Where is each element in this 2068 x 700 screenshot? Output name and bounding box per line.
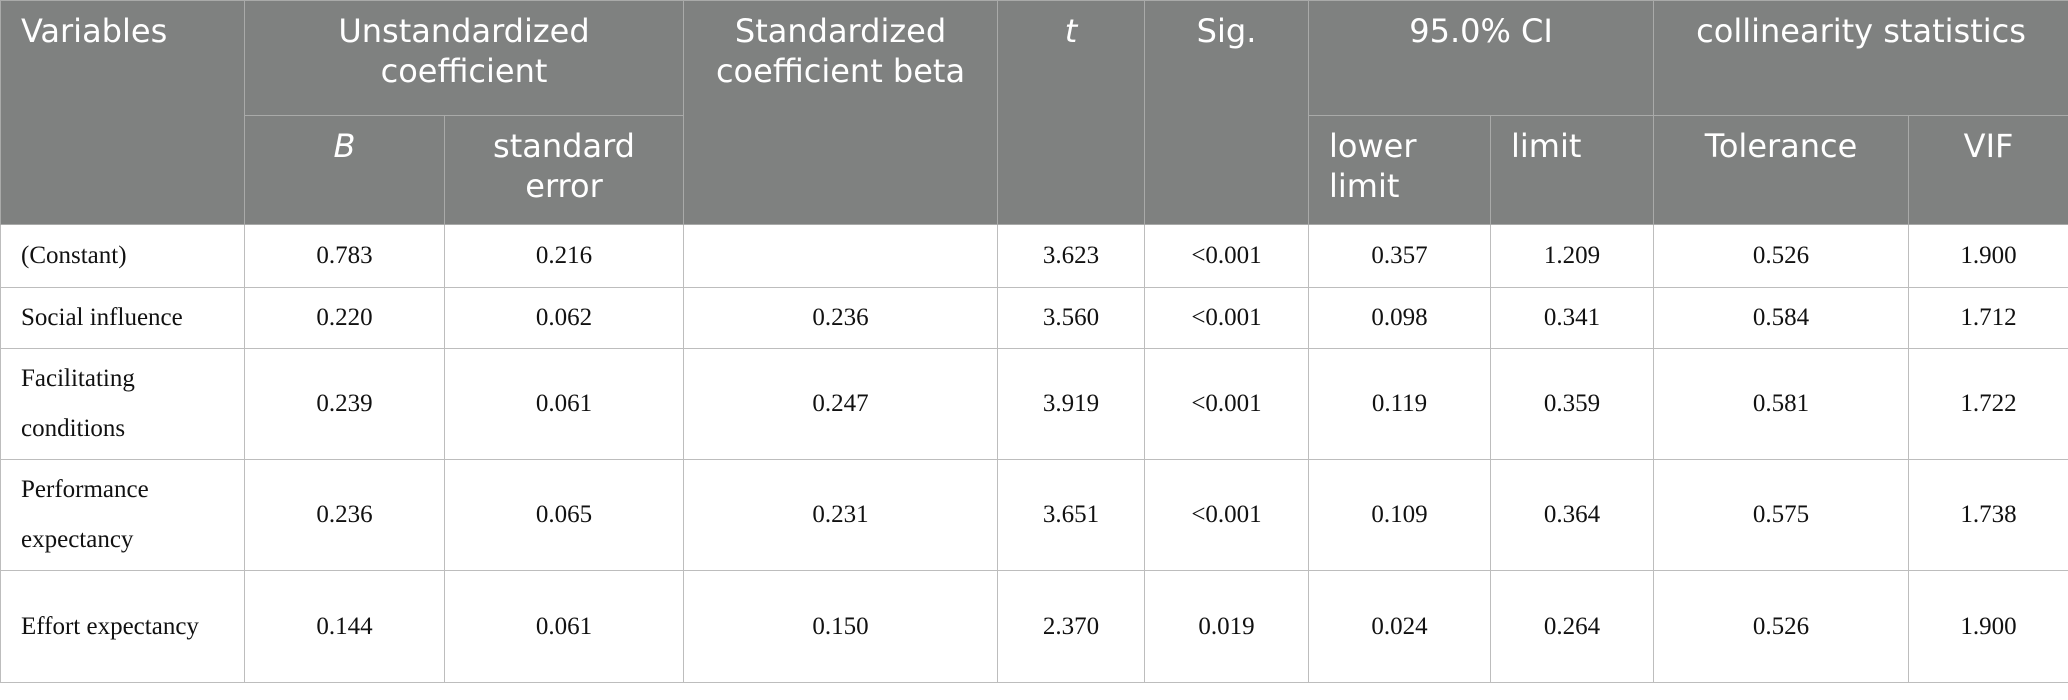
table-cell: 0.526 (1653, 570, 1910, 683)
table-cell: 0.357 (1308, 224, 1492, 288)
table-cell: 0.150 (683, 570, 999, 683)
table-cell: 0.220 (244, 287, 445, 349)
header-cell: standard error (443, 115, 685, 225)
row-label: Effort expectancy (0, 570, 245, 683)
table-cell: 0.236 (244, 459, 445, 571)
table-cell: 0.216 (443, 224, 685, 288)
table-cell: 0.109 (1308, 459, 1492, 571)
table-cell: 0.065 (443, 459, 685, 571)
header-cell: Standardized coefficient beta (683, 0, 999, 225)
table-cell: <0.001 (1144, 348, 1310, 460)
header-cell: 95.0% CI (1308, 0, 1655, 116)
table-cell: 0.119 (1308, 348, 1492, 460)
table-row: Effort expectancy 0.144 0.061 0.150 2.370 0.0… (0, 570, 2068, 683)
header-cell: collinearity statistics (1653, 0, 2068, 116)
header-cell: VIF (1908, 115, 2068, 225)
row-label: Social influence (0, 287, 245, 349)
table-row: Performance expectancy 0.236 0.065 0.231 3.6… (0, 459, 2068, 571)
table-cell: 3.623 (997, 224, 1146, 288)
table-cell: 0.239 (244, 348, 445, 460)
table-cell: 1.722 (1908, 348, 2068, 460)
table-cell: 0.359 (1490, 348, 1655, 460)
table-cell: 0.783 (244, 224, 445, 288)
header-cell: Sig. (1144, 0, 1310, 225)
table-cell: 0.526 (1653, 224, 1910, 288)
table-cell: 3.560 (997, 287, 1146, 349)
table-cell: 1.738 (1908, 459, 2068, 571)
row-label: (Constant) (0, 224, 245, 288)
table-cell: 0.024 (1308, 570, 1492, 683)
table-cell: 2.370 (997, 570, 1146, 683)
table-body: (Constant) 0.783 0.216 3.623 <0.001 0.357 1.20… (0, 224, 2068, 683)
table-header: Variables Unstandardized coefficient Sta… (0, 0, 2068, 225)
table-cell: 0.236 (683, 287, 999, 349)
table-cell: 0.584 (1653, 287, 1910, 349)
header-row: Variables Unstandardized coefficient Sta… (0, 0, 2068, 225)
table-row: Social influence 0.220 0.062 0.236 3.560 <0.0… (0, 287, 2068, 349)
table-cell: 0.098 (1308, 287, 1492, 349)
table-cell: 1.900 (1908, 570, 2068, 683)
table-cell: 1.209 (1490, 224, 1655, 288)
header-cell: t (997, 0, 1146, 225)
table-cell: 0.364 (1490, 459, 1655, 571)
table-cell: 0.144 (244, 570, 445, 683)
table-cell: 3.651 (997, 459, 1146, 571)
header-cell: Unstandardized coefficient (243, 0, 685, 116)
header-cell: limit (1490, 115, 1655, 225)
table-cell: <0.001 (1144, 459, 1310, 571)
header-row: B standard error lower limit limit Toler… (1, 115, 2068, 225)
header-cell: Tolerance (1653, 115, 1910, 225)
header-cell: lower limit (1308, 115, 1492, 225)
header-cell: B (244, 115, 445, 225)
table-cell: 0.062 (443, 287, 685, 349)
table-cell: 0.264 (1490, 570, 1655, 683)
table-cell: 3.919 (997, 348, 1146, 460)
table-row: (Constant) 0.783 0.216 3.623 <0.001 0.357 1.20… (0, 224, 2068, 288)
table-cell: <0.001 (1144, 287, 1310, 349)
table-cell: 0.341 (1490, 287, 1655, 349)
table-cell: 0.061 (443, 570, 685, 683)
table-cell: 0.231 (683, 459, 999, 571)
row-label: Facilitating conditions (0, 348, 245, 460)
table-cell: 1.712 (1908, 287, 2068, 349)
header-cell: Variables (0, 0, 245, 225)
table-cell: 0.575 (1653, 459, 1910, 571)
regression-table: Variables Unstandardized coefficient Sta… (0, 0, 2068, 683)
table-cell (683, 224, 999, 288)
table-cell: 0.247 (683, 348, 999, 460)
table-cell: <0.001 (1144, 224, 1310, 288)
row-label: Performance expectancy (0, 459, 245, 571)
table-cell: 0.581 (1653, 348, 1910, 460)
table-cell: 0.061 (443, 348, 685, 460)
table-cell: 1.900 (1908, 224, 2068, 288)
table-row: Facilitating conditions 0.239 0.061 0.247 3.… (0, 348, 2068, 460)
table-cell: 0.019 (1144, 570, 1310, 683)
